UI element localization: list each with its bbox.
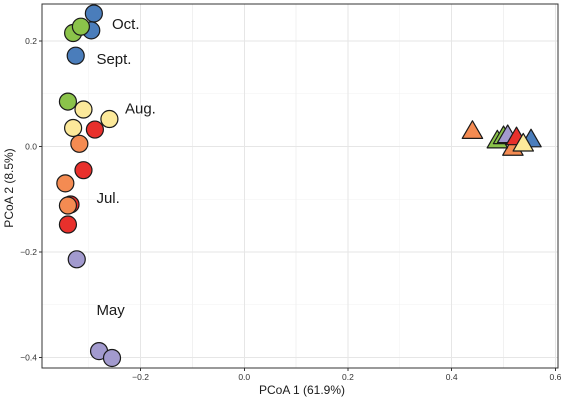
x-tick-label: 0.0 <box>238 372 250 382</box>
month-annotation: Jul. <box>96 190 119 207</box>
circle-point <box>70 134 89 153</box>
circle-point <box>71 17 90 36</box>
circle-point <box>64 118 83 138</box>
circle-point <box>58 196 78 215</box>
y-tick-label: −0.2 <box>20 247 37 257</box>
circle-point <box>66 46 85 65</box>
plot-frame <box>41 3 559 369</box>
y-axis-title: PCoA 2 (8.5%) <box>2 148 16 227</box>
x-axis-title: PCoA 1 (61.9%) <box>259 383 345 397</box>
circle-point <box>74 161 93 180</box>
circle-point <box>58 92 78 111</box>
circle-point <box>74 100 93 119</box>
grid-layer <box>42 4 558 368</box>
triangle-point <box>512 132 535 152</box>
y-tick-label: −0.4 <box>20 352 37 362</box>
x-tick-label: 0.4 <box>446 372 458 382</box>
circle-point <box>84 4 103 23</box>
x-tick-label: 0.2 <box>342 372 354 382</box>
month-annotation: Aug. <box>125 100 156 117</box>
circle-point <box>56 174 75 193</box>
y-tick-label: 0.0 <box>25 141 37 151</box>
circle-point <box>100 109 119 129</box>
triangle-point <box>461 120 484 139</box>
points-layer <box>56 4 542 368</box>
circle-point <box>67 250 86 269</box>
annotation-layer: Oct. Sept. Aug. Jul. May <box>96 16 155 319</box>
axis-layer: −0.2 0.0 0.2 0.4 0.6 −0.4 −0.2 0.0 0.2 <box>20 3 562 382</box>
y-tick-label: 0.2 <box>25 36 37 46</box>
month-annotation: Sept. <box>96 51 131 68</box>
circle-point <box>102 348 122 368</box>
month-annotation: Oct. <box>112 16 140 33</box>
circle-point <box>58 215 78 234</box>
circle-point <box>85 120 104 139</box>
month-annotation: May <box>96 302 125 319</box>
x-tick-label: 0.6 <box>549 372 561 382</box>
x-tick-label: −0.2 <box>132 372 149 382</box>
